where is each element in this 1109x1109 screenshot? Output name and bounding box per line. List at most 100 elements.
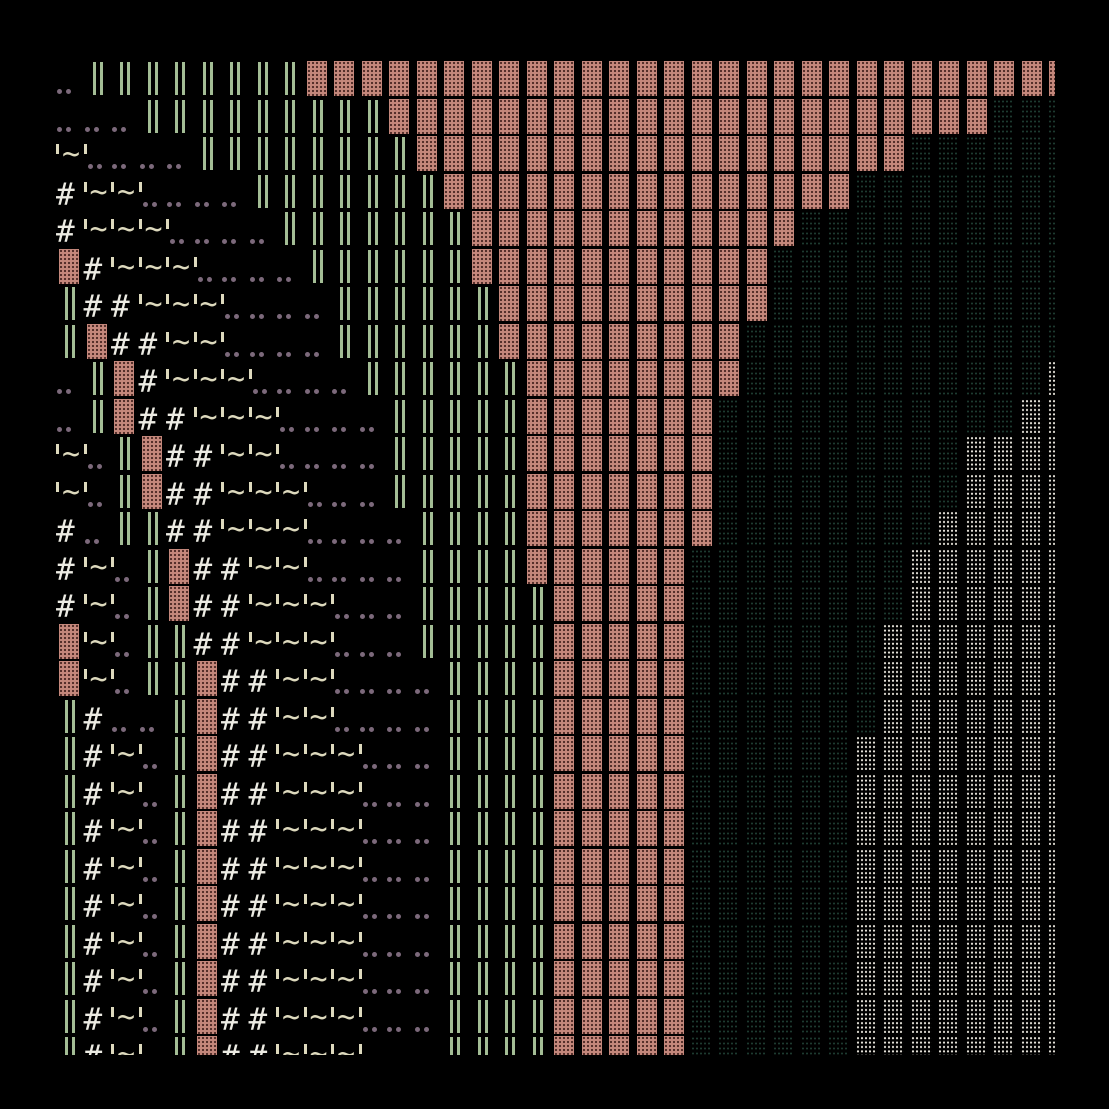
double-bar-cell: ║ bbox=[413, 510, 441, 548]
dots-cell: ‥ bbox=[55, 360, 83, 398]
dark-shade-cell: ▒ bbox=[715, 773, 743, 811]
light-shade-cell: ░ bbox=[935, 585, 963, 623]
double-bar-cell: ║ bbox=[275, 173, 303, 211]
light-shade-cell: ░ bbox=[935, 848, 963, 886]
dark-shade-cell: ▒ bbox=[743, 323, 771, 361]
hash-cell: # bbox=[248, 664, 268, 700]
dense-block-cell: ▓ bbox=[193, 960, 221, 998]
hash-cell: # bbox=[56, 214, 75, 250]
dense-block-cell: ▓ bbox=[578, 885, 606, 923]
light-shade-cell: ░ bbox=[1018, 998, 1046, 1036]
double-bar-cell: ║ bbox=[138, 98, 166, 136]
dark-shade-cell: ▒ bbox=[853, 510, 881, 548]
double-bar-cell: ║ bbox=[523, 848, 551, 886]
dark-shade-cell: ▒ bbox=[908, 135, 936, 173]
dense-block-cell: ▓ bbox=[743, 60, 771, 98]
light-shade-cell: ░ bbox=[853, 848, 881, 886]
dots-cell: ‥ bbox=[385, 998, 413, 1036]
hash-cell: # bbox=[83, 851, 103, 888]
dense-block-cell: ▓ bbox=[605, 735, 633, 773]
tilde-cell: ~ bbox=[330, 1035, 358, 1055]
light-shade-cell: ░ bbox=[990, 660, 1018, 698]
art-row: ║#~'║▓##~~~'‥‥║║║║▓▓▓▓▓▒▒▒▒▒▒░░░░░░░░ bbox=[55, 773, 1055, 813]
art-row: ▓~'║║▓##~~'‥‥‥║║║║▓▓▓▓▓▒▒▒▒▒▒▒░░░░░░░ bbox=[55, 660, 1055, 700]
dark-shade-cell: ▒ bbox=[688, 960, 716, 998]
dots-cell: ‥ bbox=[413, 885, 441, 923]
light-shade-cell: ░ bbox=[990, 810, 1018, 848]
dark-shade-cell: ▒ bbox=[990, 135, 1018, 173]
double-bar-cell: ║ bbox=[523, 998, 551, 1036]
dense-block-cell: ▓ bbox=[523, 173, 551, 211]
double-bar-cell: ║ bbox=[330, 135, 358, 173]
tilde-cell: ~ bbox=[275, 548, 303, 586]
dark-shade-cell: ▒ bbox=[743, 848, 771, 886]
dense-block-cell: ▓ bbox=[578, 960, 606, 998]
double-bar-cell: ║ bbox=[440, 660, 468, 698]
tilde-cell: ~ bbox=[303, 848, 331, 886]
light-shade-cell: ░ bbox=[1045, 735, 1055, 773]
quote-cell: ' bbox=[220, 285, 248, 323]
dense-block-cell: ▓ bbox=[55, 623, 83, 661]
dense-block-cell: ▓ bbox=[605, 773, 633, 811]
dense-block-cell: ▓ bbox=[688, 435, 716, 473]
double-bar-cell: ║ bbox=[165, 623, 193, 661]
dark-shade-cell: ▒ bbox=[1045, 248, 1055, 286]
dense-block-cell: ▓ bbox=[660, 473, 688, 511]
dark-shade-cell: ▒ bbox=[935, 248, 963, 286]
dense-block-cell: ▓ bbox=[688, 510, 716, 548]
hash-cell: # bbox=[221, 776, 240, 813]
hash-cell: # bbox=[166, 401, 185, 438]
dense-block-cell: ▓ bbox=[578, 548, 606, 586]
dark-shade-cell: ▒ bbox=[715, 623, 743, 661]
dark-shade-cell: ▒ bbox=[770, 435, 798, 473]
dense-block-cell: ▓ bbox=[523, 323, 551, 361]
double-bar-cell: ║ bbox=[440, 998, 468, 1036]
light-shade-cell: ░ bbox=[908, 998, 936, 1036]
double-bar-cell: ║ bbox=[413, 623, 441, 661]
dark-shade-cell: ▒ bbox=[825, 323, 853, 361]
dark-shade-cell: ▒ bbox=[688, 660, 716, 698]
double-bar-cell: ║ bbox=[495, 510, 523, 548]
quote-cell: ' bbox=[138, 923, 166, 961]
dense-block-cell: ▓ bbox=[523, 98, 551, 136]
dark-shade-cell: ▒ bbox=[1045, 285, 1055, 323]
tilde-cell: ~ bbox=[330, 735, 358, 773]
light-shade-cell: ░ bbox=[935, 923, 963, 961]
hash-cell: # bbox=[248, 739, 268, 775]
light-shade-cell: ░ bbox=[1045, 923, 1055, 961]
double-bar-cell: ║ bbox=[495, 998, 523, 1036]
dark-shade-cell: ▒ bbox=[798, 210, 826, 248]
art-row: ║#~'║▓##~~~'‥‥║║║║▓▓▓▓▓▒▒▒▒▒▒░░░░░░░░ bbox=[55, 1035, 1055, 1055]
dense-block-cell: ▓ bbox=[633, 698, 661, 736]
dark-shade-cell: ▒ bbox=[1018, 98, 1046, 136]
dense-block-cell: ▓ bbox=[413, 60, 441, 98]
dense-block-cell: ▓ bbox=[605, 998, 633, 1036]
dots-cell: ‥ bbox=[413, 848, 441, 886]
dense-block-cell: ▓ bbox=[715, 210, 743, 248]
tilde-cell: ~ bbox=[330, 998, 358, 1036]
dense-block-cell: ▓ bbox=[743, 135, 771, 173]
tilde-cell: ~ bbox=[110, 960, 138, 998]
dots-cell: ‥ bbox=[55, 60, 83, 98]
double-bar-cell: ║ bbox=[440, 473, 468, 511]
dense-block-cell: ▓ bbox=[660, 98, 688, 136]
light-shade-cell: ░ bbox=[990, 698, 1018, 736]
dense-block-cell: ▓ bbox=[578, 473, 606, 511]
light-shade-cell: ░ bbox=[853, 773, 881, 811]
quote-cell: ' bbox=[330, 698, 358, 736]
dark-shade-cell: ▒ bbox=[770, 923, 798, 961]
dense-block-cell: ▓ bbox=[578, 98, 606, 136]
dense-block-cell: ▓ bbox=[605, 1035, 633, 1055]
hash-cell: # bbox=[56, 551, 75, 588]
tilde-cell: ~ bbox=[55, 473, 83, 511]
hash-cell: # bbox=[193, 514, 213, 550]
dark-shade-cell: ▒ bbox=[1018, 248, 1046, 286]
dense-block-cell: ▓ bbox=[413, 98, 441, 136]
tilde-cell: ~ bbox=[275, 623, 303, 661]
dark-shade-cell: ▒ bbox=[825, 510, 853, 548]
dense-block-cell: ▓ bbox=[660, 698, 688, 736]
light-shade-cell: ░ bbox=[1018, 810, 1046, 848]
ascii-art-canvas: ‥║║║║║║║║▓▓▓▓▓▓▓▓▓▓▓▓▓▓▓▓▓▓▓▓▓▓▓▓▓▓▓▓‥‥‥… bbox=[55, 60, 1055, 1055]
tilde-cell: ~ bbox=[303, 660, 331, 698]
double-bar-cell: ║ bbox=[495, 923, 523, 961]
